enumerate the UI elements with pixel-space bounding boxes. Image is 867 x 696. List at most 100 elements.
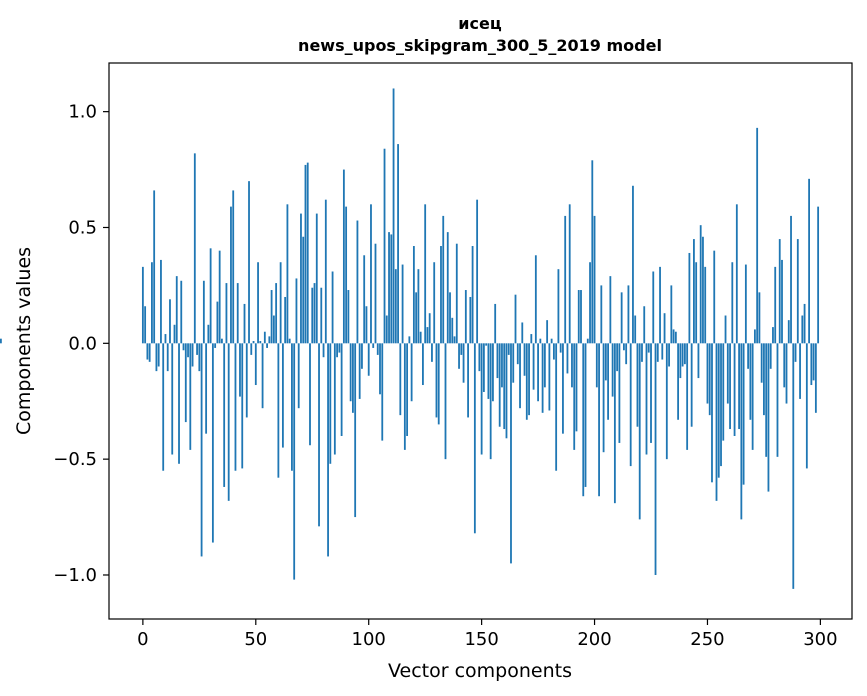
bar-65 — [288, 338, 291, 344]
x-axis-label: Vector components — [388, 660, 572, 682]
bar-246 — [697, 343, 700, 379]
bar-280 — [774, 266, 777, 344]
bar-150 — [480, 343, 483, 455]
bar-135 — [446, 232, 449, 344]
bar-187 — [564, 215, 567, 344]
bar-122 — [417, 269, 420, 344]
bar-166 — [516, 343, 519, 365]
bar-119 — [410, 343, 413, 402]
bar-233 — [668, 343, 670, 367]
bar-14 — [173, 324, 176, 344]
bar-156 — [494, 303, 497, 344]
bar-257 — [722, 343, 725, 441]
bar-118 — [408, 336, 411, 344]
bar-191 — [573, 343, 576, 450]
bar-192 — [575, 343, 578, 432]
bar-52 — [259, 341, 262, 344]
bar-26 — [200, 343, 203, 557]
bar-147 — [473, 343, 476, 534]
bar-271 — [753, 329, 756, 344]
bar-134 — [444, 343, 447, 460]
y-tick-label-1: −0.5 — [53, 449, 97, 470]
bar-111 — [392, 88, 395, 344]
bar-210 — [616, 343, 619, 372]
bar-139 — [455, 243, 458, 344]
y-tick-label-0: −1.0 — [53, 565, 97, 586]
bar-185 — [559, 343, 562, 353]
bar-204 — [602, 343, 605, 453]
bar-67 — [293, 343, 296, 580]
bar-155 — [492, 343, 494, 402]
y-tick-label-4: 1.0 — [68, 102, 97, 123]
bar-296 — [810, 343, 813, 386]
bar-46 — [245, 343, 248, 418]
bar-261 — [731, 262, 734, 344]
bar-274 — [760, 343, 763, 383]
bar-28 — [205, 343, 208, 434]
bar-110 — [390, 234, 393, 344]
x-tick-label-50: 50 — [244, 629, 267, 650]
bar-75 — [311, 287, 314, 344]
bar-144 — [467, 343, 469, 418]
bar-243 — [690, 343, 693, 427]
bar-288 — [792, 343, 795, 589]
bar-123 — [419, 331, 422, 344]
x-tick-label-150: 150 — [464, 629, 498, 650]
bar-106 — [381, 343, 384, 441]
bar-149 — [478, 343, 481, 372]
bar-12 — [169, 299, 171, 344]
bar-256 — [720, 343, 722, 467]
bar-212 — [620, 292, 623, 344]
bar-54 — [263, 331, 266, 344]
bar-41 — [234, 343, 237, 471]
bar-186 — [562, 343, 564, 434]
bar-undefined — [0, 338, 2, 344]
bar-88 — [340, 343, 343, 436]
bar-38 — [227, 343, 230, 501]
bar-143 — [464, 290, 467, 344]
bar-34 — [218, 250, 221, 344]
bar-287 — [790, 215, 792, 344]
bar-201 — [595, 343, 598, 388]
bar-190 — [571, 343, 573, 388]
bar-1 — [144, 306, 147, 344]
x-axis: 0 50 100 150 200 250 300 — [137, 619, 838, 650]
bar-281 — [776, 343, 779, 457]
bar-225 — [650, 343, 652, 443]
x-tick-label-100: 100 — [352, 629, 386, 650]
bar-45 — [243, 303, 246, 344]
bar-208 — [611, 343, 614, 397]
bar-171 — [528, 343, 530, 416]
x-tick-label-250: 250 — [690, 629, 724, 650]
bar-44 — [241, 343, 244, 469]
bar-109 — [388, 232, 390, 344]
bar-197 — [586, 338, 589, 344]
bar-215 — [627, 285, 630, 344]
bar-117 — [406, 343, 409, 436]
bar-50 — [254, 343, 257, 386]
bar-98 — [363, 255, 366, 344]
bar-43 — [239, 343, 241, 397]
bar-120 — [412, 246, 415, 344]
bar-21 — [189, 343, 192, 450]
bar-158 — [498, 343, 501, 427]
bar-253 — [713, 250, 716, 344]
bar-17 — [180, 280, 183, 344]
bar-247 — [699, 225, 702, 344]
bar-115 — [401, 264, 404, 344]
bar-269 — [749, 343, 752, 420]
bar-249 — [704, 266, 707, 344]
bar-183 — [555, 343, 558, 471]
bar-10 — [164, 334, 167, 344]
bar-168 — [521, 322, 524, 344]
bar-69 — [297, 343, 300, 409]
bar-13 — [171, 343, 174, 455]
bar-59 — [275, 283, 278, 344]
bar-83 — [329, 343, 332, 464]
bar-104 — [376, 343, 379, 355]
bar-80 — [322, 343, 325, 358]
x-tick-label-200: 200 — [577, 629, 611, 650]
bar-39 — [230, 206, 232, 344]
bar-229 — [659, 266, 661, 344]
bar-138 — [453, 336, 456, 344]
